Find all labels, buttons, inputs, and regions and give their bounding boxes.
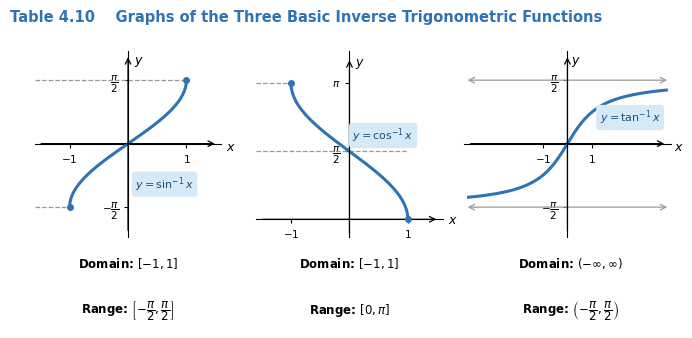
Text: $y$: $y$ (571, 55, 581, 69)
Text: $x$: $x$ (448, 215, 457, 227)
Text: Domain: $[-1, 1]$: Domain: $[-1, 1]$ (78, 256, 178, 271)
Text: $y = \cos^{-1} x$: $y = \cos^{-1} x$ (352, 126, 414, 145)
Text: $y = \tan^{-1} x$: $y = \tan^{-1} x$ (599, 108, 661, 127)
Text: Range: $[0, \pi]$: Range: $[0, \pi]$ (309, 303, 390, 319)
Text: $x$: $x$ (226, 141, 236, 154)
Text: Domain: $(-\infty, \infty)$: Domain: $(-\infty, \infty)$ (518, 256, 623, 271)
Text: $x$: $x$ (674, 141, 684, 154)
FancyBboxPatch shape (3, 39, 689, 333)
Text: Range: $\left(-\dfrac{\pi}{2}, \dfrac{\pi}{2}\right)$: Range: $\left(-\dfrac{\pi}{2}, \dfrac{\p… (522, 299, 619, 323)
Text: Domain: $[-1, 1]$: Domain: $[-1, 1]$ (300, 256, 399, 271)
Text: $y = \sin^{-1} x$: $y = \sin^{-1} x$ (135, 175, 194, 193)
Text: $y$: $y$ (355, 57, 365, 71)
Text: $y$: $y$ (134, 55, 144, 69)
Text: Table 4.10    Graphs of the Three Basic Inverse Trigonometric Functions: Table 4.10 Graphs of the Three Basic Inv… (10, 10, 603, 25)
Text: Range: $\left[-\dfrac{\pi}{2}, \dfrac{\pi}{2}\right]$: Range: $\left[-\dfrac{\pi}{2}, \dfrac{\p… (81, 299, 175, 323)
